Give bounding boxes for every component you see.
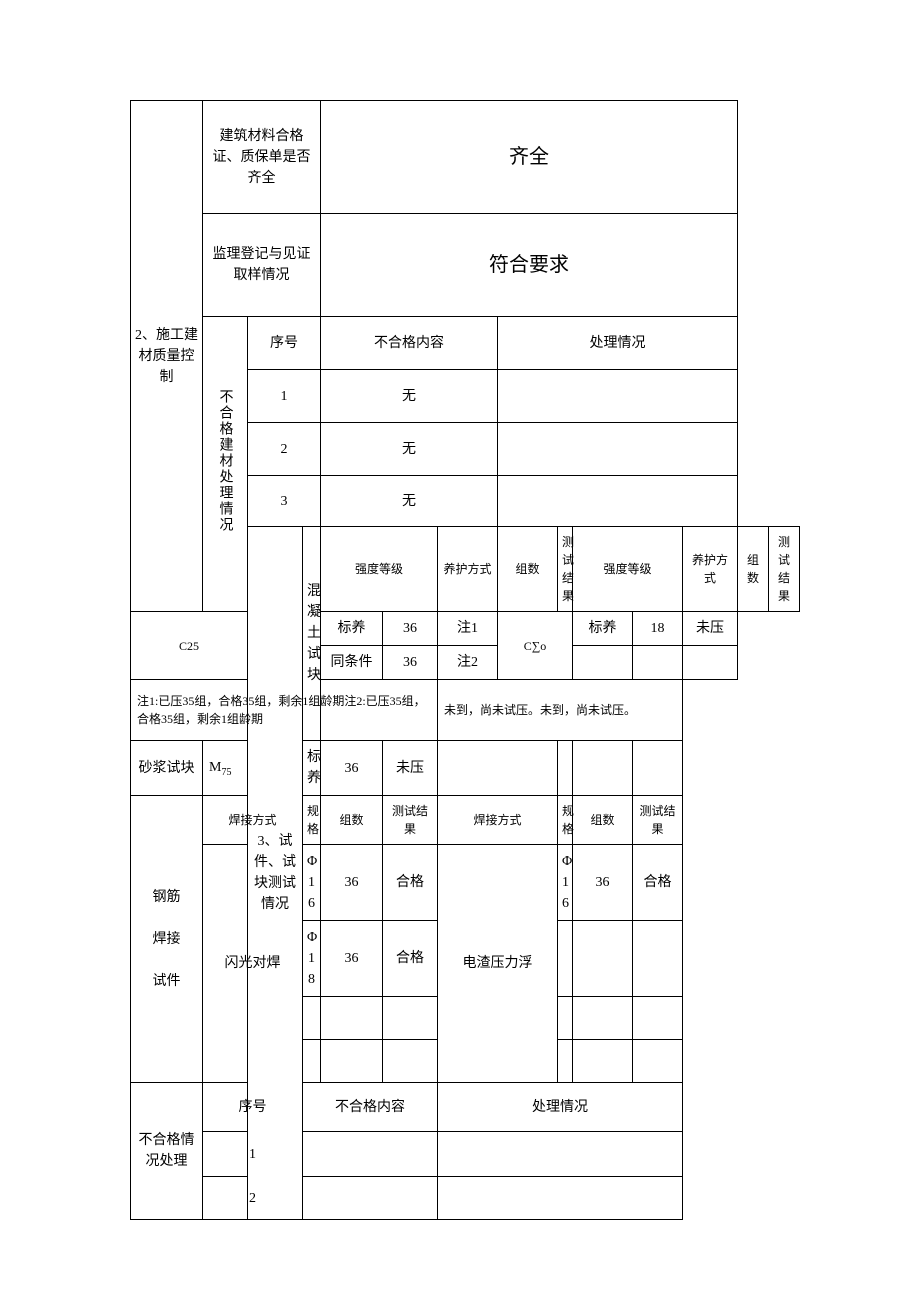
result: 注1 (438, 612, 498, 646)
groups (573, 921, 633, 997)
result: 合格 (383, 921, 438, 997)
col-content: 不合格内容 (303, 1083, 438, 1132)
col-action: 处理情况 (498, 317, 738, 370)
result: 未压 (383, 741, 438, 796)
nc-content: 无 (321, 423, 498, 476)
spec (303, 997, 321, 1040)
cert-label: 建筑材料合格证、质保单是否齐全 (203, 101, 321, 214)
nc-content: 无 (321, 370, 498, 423)
spec (558, 997, 573, 1040)
report-table: 2、施工建材质量控制 建筑材料合格证、质保单是否齐全 齐全 监理登记与见证取样情… (130, 100, 800, 1220)
result: 注2 (438, 646, 498, 680)
nc-seq: 2 (248, 423, 321, 476)
result (383, 997, 438, 1040)
groups (321, 997, 383, 1040)
result (683, 646, 738, 680)
groups: 36 (383, 646, 438, 680)
groups: 18 (633, 612, 683, 646)
groups: 36 (383, 612, 438, 646)
nc-content (303, 1132, 438, 1177)
col-content: 不合格内容 (321, 317, 498, 370)
nc-action (498, 423, 738, 476)
col-seq: 序号 (203, 1083, 303, 1132)
groups: 36 (321, 921, 383, 997)
col-result: 测试结果 (769, 527, 800, 612)
groups (573, 997, 633, 1040)
nc-action (498, 370, 738, 423)
groups (321, 1040, 383, 1083)
grade2: C∑o (498, 612, 573, 680)
nc-action (438, 1177, 683, 1220)
cure: 标养 (303, 741, 321, 796)
supv-value: 符合要求 (321, 214, 738, 317)
nc-action (498, 476, 738, 527)
weld2: 电渣压力浮 (438, 845, 558, 1083)
cell (633, 741, 683, 796)
nc-seq: 3 (248, 476, 321, 527)
result (633, 997, 683, 1040)
cure: 同条件 (321, 646, 383, 680)
col-cure: 养护方式 (438, 527, 498, 612)
cure: 标养 (321, 612, 383, 646)
col-result: 测试结果 (558, 527, 573, 612)
spec (558, 921, 573, 997)
note-right: 未到，尚未试压。未到，尚未试压。 (438, 680, 683, 741)
nc-seq: 2 (203, 1177, 303, 1220)
result: 未压 (683, 612, 738, 646)
cell (558, 741, 573, 796)
cell (438, 741, 558, 796)
cell (573, 741, 633, 796)
col-cure: 养护方式 (683, 527, 738, 612)
nc-content (303, 1177, 438, 1220)
nc-content: 无 (321, 476, 498, 527)
nc-action (438, 1132, 683, 1177)
result: 合格 (383, 845, 438, 921)
col-result: 测试结果 (383, 796, 438, 845)
m75: M75 (203, 741, 303, 796)
cure: 标养 (573, 612, 633, 646)
col-result: 测试结果 (633, 796, 683, 845)
col-groups: 组数 (573, 796, 633, 845)
rebar-label: 钢筋 焊接 试件 (131, 796, 203, 1083)
col-action: 处理情况 (438, 1083, 683, 1132)
result: 合格 (633, 845, 683, 921)
col-seq: 序号 (248, 317, 321, 370)
supv-label: 监理登记与见证取样情况 (203, 214, 321, 317)
groups (573, 1040, 633, 1083)
result (383, 1040, 438, 1083)
cert-value: 齐全 (321, 101, 738, 214)
col-grade: 强度等级 (573, 527, 683, 612)
nc-label: 不合格建材处理情况 (203, 317, 248, 612)
grade-c25: C25 (131, 612, 248, 680)
groups: 36 (321, 741, 383, 796)
groups: 36 (573, 845, 633, 921)
note-left: 注1:已压35组，合格35组，剩余1组龄期注2:已压35组，合格35组，剩余1组… (131, 680, 438, 741)
spec: Φ16 (558, 845, 573, 921)
spec: Φ16 (303, 845, 321, 921)
nc-label: 不合格情况处理 (131, 1083, 203, 1220)
col-spec: 规格 (558, 796, 573, 845)
col-spec: 规格 (303, 796, 321, 845)
col-groups: 组数 (321, 796, 383, 845)
cure (573, 646, 633, 680)
result (633, 921, 683, 997)
nc-seq: 1 (203, 1132, 303, 1177)
groups (633, 646, 683, 680)
spec (558, 1040, 573, 1083)
mortar-label: 砂浆试块 (131, 741, 203, 796)
col-groups: 组数 (738, 527, 769, 612)
nc-seq: 1 (248, 370, 321, 423)
sec2-title: 2、施工建材质量控制 (131, 101, 203, 612)
result (633, 1040, 683, 1083)
groups: 36 (321, 845, 383, 921)
col-grade: 强度等级 (321, 527, 438, 612)
spec (303, 1040, 321, 1083)
col-weld: 焊接方式 (438, 796, 558, 845)
col-groups: 组数 (498, 527, 558, 612)
spec: Φ18 (303, 921, 321, 997)
